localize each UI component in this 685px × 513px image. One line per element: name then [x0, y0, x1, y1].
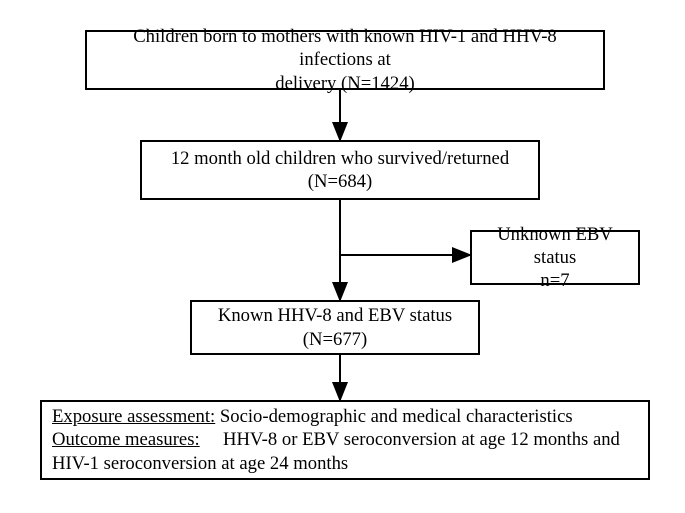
outcome-label: Outcome measures:	[52, 429, 200, 450]
outcome-text-2: HIV-1 seroconversion at age 24 months	[52, 453, 348, 474]
node-text: 12 month old children who survived/retur…	[171, 148, 509, 169]
node-cohort-birth: Children born to mothers with known HIV-…	[85, 30, 605, 90]
node-text: (N=684)	[308, 171, 372, 192]
node-exposure-outcome: Exposure assessment: Socio-demographic a…	[40, 400, 650, 480]
node-text: delivery (N=1424)	[275, 73, 415, 94]
exposure-text: Socio-demographic and medical characteri…	[215, 406, 572, 427]
node-12-month-survivors: 12 month old children who survived/retur…	[140, 140, 540, 200]
outcome-text-1: HHV-8 or EBV seroconversion at age 12 mo…	[200, 429, 620, 450]
node-unknown-ebv: Unknown EBV status n=7	[470, 230, 640, 285]
node-text: Known HHV-8 and EBV status	[218, 305, 452, 326]
flowchart-canvas: Children born to mothers with known HIV-…	[0, 0, 685, 513]
node-text: (N=677)	[303, 329, 367, 350]
node-text: n=7	[540, 270, 569, 291]
exposure-label: Exposure assessment:	[52, 406, 215, 427]
node-known-status: Known HHV-8 and EBV status (N=677)	[190, 300, 480, 355]
node-text: Unknown EBV status	[497, 224, 613, 268]
node-text: Children born to mothers with known HIV-…	[133, 26, 557, 70]
